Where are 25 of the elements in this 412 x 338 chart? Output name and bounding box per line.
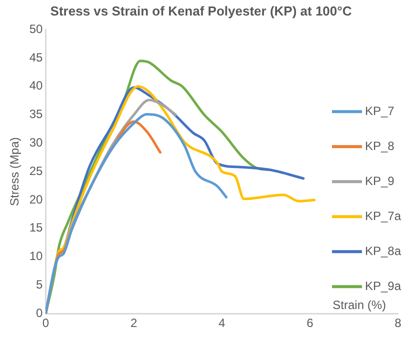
x-tick-label: 2 [130, 316, 138, 330]
y-tick-label: 15 [29, 220, 44, 235]
x-tick-label: 8 [394, 316, 402, 330]
y-tick-label: 40 [29, 78, 44, 93]
legend-label: KP_7a [365, 208, 402, 223]
legend-label: KP_8a [365, 244, 402, 258]
legend-label: KP_9 [365, 174, 395, 188]
y-tick-label: 20 [29, 192, 44, 206]
legend-label: KP_8 [365, 138, 395, 153]
y-tick-label: 5 [36, 278, 44, 292]
legend-label: KP_7 [365, 104, 395, 118]
y-axis-title: Stress (Mpa) [8, 137, 22, 206]
y-tick-label: 35 [29, 107, 44, 122]
y-tick-label: 50 [29, 22, 44, 36]
x-axis-title: Strain (%) [332, 298, 386, 312]
y-tick-label: 0 [36, 306, 44, 320]
x-tick-label: 6 [306, 316, 314, 330]
x-tick-label: 4 [218, 316, 226, 330]
y-tick-label: 30 [29, 136, 44, 150]
y-tick-label: 10 [29, 249, 44, 264]
legend-label: KP_9a [365, 278, 402, 293]
line-series [46, 112, 228, 314]
chart-title: Stress vs Strain of Kenaf Polyester (KP) at 100°C [50, 3, 352, 18]
y-tick-label: 45 [29, 50, 44, 64]
y-tick-label: 25 [29, 164, 44, 178]
